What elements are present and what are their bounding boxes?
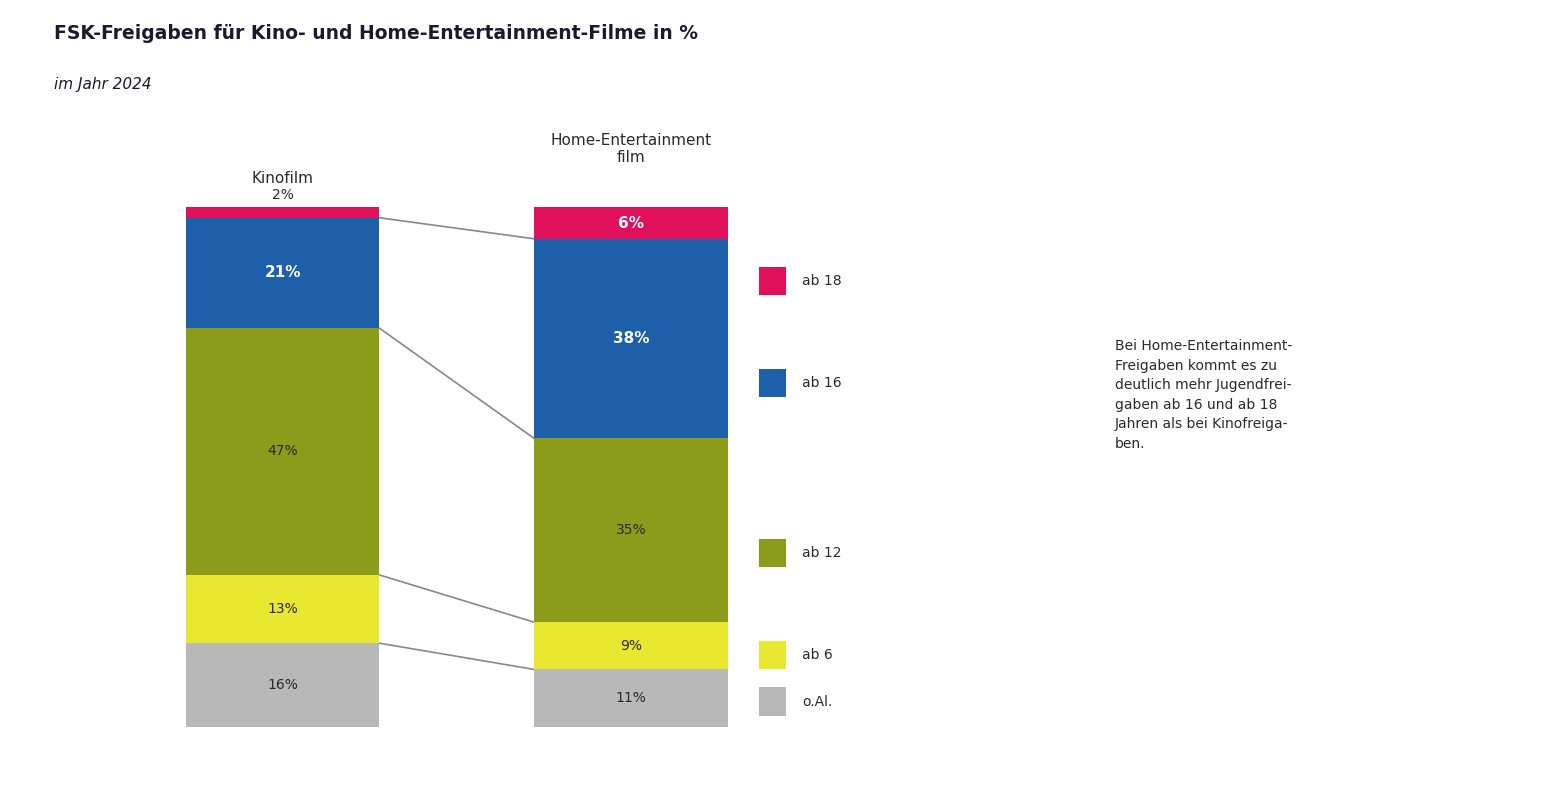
- Bar: [534, 438, 728, 622]
- Bar: [186, 643, 379, 727]
- Text: ab 16: ab 16: [802, 377, 842, 390]
- Text: Kinofilm: Kinofilm: [251, 171, 314, 186]
- Text: Bei Home-Entertainment-
Freigaben kommt es zu
deutlich mehr Jugendfrei-
gaben ab: Bei Home-Entertainment- Freigaben kommt …: [1115, 339, 1293, 451]
- Text: 38%: 38%: [613, 331, 649, 346]
- Text: 47%: 47%: [268, 444, 297, 458]
- Bar: [186, 207, 379, 217]
- Text: 13%: 13%: [268, 602, 297, 616]
- Text: o.Al.: o.Al.: [802, 695, 833, 709]
- Text: ab 12: ab 12: [802, 546, 842, 560]
- Text: 11%: 11%: [616, 692, 646, 705]
- Text: im Jahr 2024: im Jahr 2024: [54, 77, 152, 92]
- Bar: [186, 328, 379, 575]
- Bar: [186, 575, 379, 643]
- Text: 16%: 16%: [268, 678, 297, 692]
- Bar: [534, 207, 728, 238]
- Bar: [534, 669, 728, 727]
- Bar: [534, 622, 728, 669]
- Bar: [186, 217, 379, 328]
- Text: 2%: 2%: [271, 188, 294, 202]
- Text: 6%: 6%: [618, 216, 644, 230]
- Text: 9%: 9%: [619, 639, 642, 653]
- Text: FSK-Freigaben für Kino- und Home-Entertainment-Filme in %: FSK-Freigaben für Kino- und Home-Enterta…: [54, 24, 698, 44]
- Text: 21%: 21%: [265, 265, 300, 280]
- Text: ab 18: ab 18: [802, 274, 842, 288]
- Text: Home-Entertainment
film: Home-Entertainment film: [550, 133, 712, 165]
- Text: ab 6: ab 6: [802, 648, 833, 663]
- Bar: [534, 238, 728, 438]
- Text: 35%: 35%: [616, 524, 646, 537]
